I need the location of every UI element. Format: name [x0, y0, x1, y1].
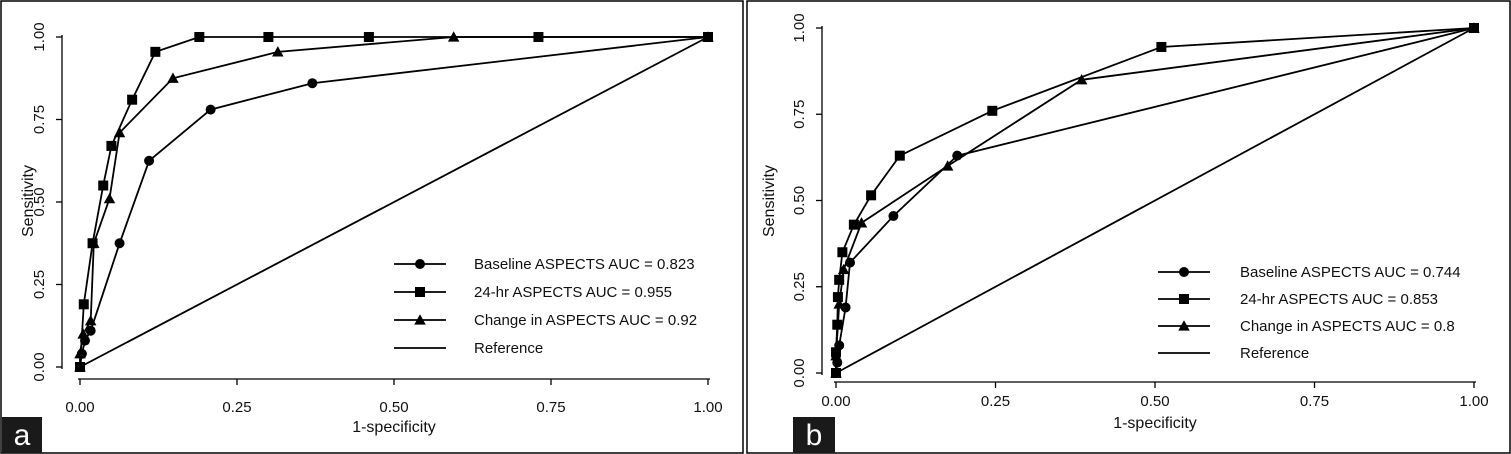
data-point-circle: [307, 78, 318, 89]
y-tick-label: 0.00: [31, 352, 48, 381]
data-point-triangle: [830, 350, 842, 361]
legend-entry-label: Reference: [1240, 345, 1309, 362]
data-point-circle: [840, 302, 851, 313]
data-point-square: [837, 247, 848, 258]
panel-a-badge: [2, 417, 42, 453]
y-tick-label: 1.00: [31, 22, 48, 51]
y-tick-label: 0.50: [791, 186, 808, 215]
panel-a-x-axis-title: 1-specificity: [352, 419, 436, 436]
data-point-triangle: [113, 126, 126, 138]
panel-a-frame: [0, 0, 744, 454]
x-tick-label: 0.75: [1300, 393, 1329, 410]
legend-entry-label: Baseline ASPECTS AUC = 0.823: [474, 256, 695, 273]
data-point-triangle: [855, 217, 868, 228]
legend-entry-label: Change in ASPECTS AUC = 0.92: [474, 312, 697, 329]
data-point-square: [78, 299, 89, 310]
series-none: [79, 36, 709, 368]
data-point-triangle: [833, 298, 845, 309]
data-point-triangle: [1075, 74, 1088, 85]
legend-entry-label: 24-hr ASPECTS AUC = 0.955: [474, 284, 672, 301]
data-point-square: [1156, 41, 1167, 52]
data-point-triangle: [84, 315, 97, 326]
legend-entry-label: Change in ASPECTS AUC = 0.8: [1240, 318, 1455, 335]
panel-a-y-axis-title: Sensitivity: [20, 165, 37, 237]
y-tick-label: 0.25: [791, 272, 808, 301]
panel-b-plot-area: [830, 22, 1480, 378]
series-none: [835, 27, 1475, 374]
y-tick-label: 0.50: [31, 187, 48, 216]
data-point-square: [894, 150, 905, 161]
data-point-square: [194, 32, 205, 42]
series-line: [79, 36, 709, 368]
legend-entry-label: Reference: [474, 340, 543, 357]
legend-marker-circle: [1179, 267, 1189, 277]
x-tick-label: 0.25: [222, 399, 251, 416]
data-point-square: [150, 46, 161, 57]
data-point-square: [848, 219, 859, 230]
panel-a-legend: Baseline ASPECTS AUC = 0.823 24-hr ASPECT…: [394, 256, 697, 357]
panel-b-axes: 0.00 0.25 0.50 0.75 1.00 0.00 0.25 0.50 0.75 1.00: [791, 13, 1489, 410]
data-point-square: [832, 292, 843, 303]
panel-b-x-axis-title: 1-specificity: [1113, 415, 1197, 432]
roc-panel-b: 0.00 0.25 0.50 0.75 1.00 0.00 0.25 0.50 0.75 1.00…: [746, 0, 1511, 454]
data-point-triangle: [167, 72, 179, 83]
data-point-triangle: [272, 46, 284, 57]
legend-marker-triangle: [414, 314, 426, 325]
x-tick-label: 0.25: [981, 393, 1010, 410]
legend-marker-square: [1179, 294, 1189, 304]
legend-marker-circle: [415, 259, 425, 269]
data-point-triangle: [941, 160, 954, 171]
data-point-square: [866, 190, 877, 201]
y-tick-label: 0.00: [791, 358, 808, 387]
panel-b-badge: [793, 417, 835, 453]
panel-b-badge-label: b: [806, 419, 823, 452]
x-tick-label: 0.50: [1140, 393, 1169, 410]
data-point-triangle: [447, 31, 460, 42]
data-point-circle: [114, 238, 125, 249]
legend-marker-triangle: [1178, 320, 1190, 331]
data-point-triangle: [88, 237, 100, 248]
series-line: [835, 27, 1475, 374]
data-point-circle: [888, 211, 899, 222]
legend-entry-label: 24-hr ASPECTS AUC = 0.853: [1240, 291, 1438, 308]
panel-b-y-axis-title: Sensitivity: [761, 165, 778, 237]
data-point-square: [98, 180, 109, 191]
data-point-square: [106, 140, 117, 151]
series-line: [835, 27, 1475, 373]
y-tick-label: 0.25: [31, 270, 48, 299]
data-point-square: [127, 94, 138, 105]
data-point-circle: [144, 155, 155, 166]
data-point-square: [987, 105, 998, 116]
data-point-square: [363, 32, 374, 42]
data-point-triangle: [74, 348, 86, 359]
legend-marker-square: [415, 287, 425, 297]
y-tick-label: 1.00: [791, 13, 808, 42]
data-point-triangle: [77, 328, 89, 339]
data-point-square: [263, 32, 274, 42]
x-tick-label: 0.75: [536, 399, 565, 416]
panel-b-legend: Baseline ASPECTS AUC = 0.744 24-hr ASPECT…: [1158, 264, 1461, 362]
x-tick-label: 1.00: [1459, 393, 1488, 410]
x-tick-label: 1.00: [693, 399, 722, 416]
x-tick-label: 0.50: [379, 399, 408, 416]
series-line: [79, 36, 708, 368]
data-point-triangle: [837, 263, 850, 275]
panel-a-plot-area: [74, 31, 714, 372]
data-point-triangle: [103, 192, 116, 204]
x-tick-label: 0.00: [65, 399, 94, 416]
data-point-circle: [205, 104, 216, 115]
y-tick-label: 0.75: [791, 100, 808, 129]
legend-entry-label: Baseline ASPECTS AUC = 0.744: [1240, 264, 1461, 281]
roc-panel-a: 0.00 0.25 0.50 0.75 1.00 0.00 0.25 0.50 0.75 1.00…: [0, 0, 744, 454]
y-tick-label: 0.75: [31, 105, 48, 134]
data-point-square: [834, 274, 845, 285]
data-point-circle: [85, 325, 96, 336]
panel-a-axes: 0.00 0.25 0.50 0.75 1.00 0.00 0.25 0.50 0.75 1.00: [31, 22, 723, 416]
x-tick-label: 0.00: [821, 393, 850, 410]
panel-a-badge-label: a: [14, 419, 31, 452]
